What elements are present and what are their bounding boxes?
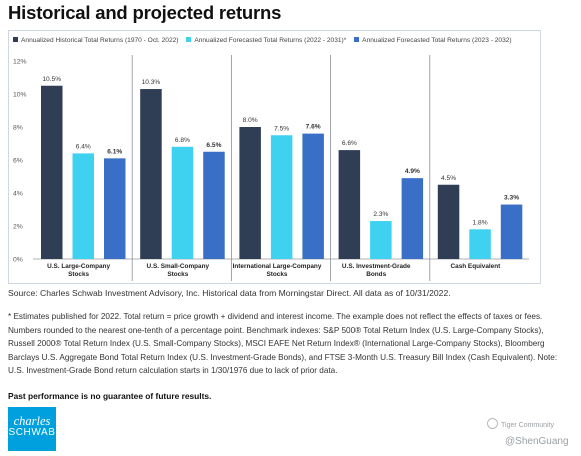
y-tick-label: 4% [13,191,23,198]
bar-value-label: 6.8% [175,137,190,144]
bar [140,89,162,259]
disclaimer: Past performance is no guarantee of futu… [8,391,212,401]
bar-value-label: 4.9% [405,168,420,175]
footnote: * Estimates published for 2022. Total re… [8,312,558,375]
bar [469,229,491,259]
bar [41,85,63,259]
bar [72,153,94,259]
y-tick-label: 10% [13,92,27,99]
bar [171,146,194,259]
category-label: Stocks [68,271,89,278]
watermark-community-text: Tiger Community [501,422,555,429]
bar [270,135,293,259]
legend-label: Annualized Forecasted Total Returns (202… [194,37,347,44]
logo-line-2: SCHWAB [8,427,56,438]
y-tick-label: 8% [13,125,23,132]
bar-value-label: 8.0% [243,117,258,124]
y-tick-label: 0% [13,257,23,264]
legend-swatch [354,37,360,42]
category-label: U.S. Small-Company [147,263,210,270]
bar [500,204,523,259]
bar-value-label: 10.5% [42,76,61,83]
legend-item-forecast-2023: Annualized Forecasted Total Returns (202… [354,37,512,44]
bar-value-label: 7.5% [274,125,289,132]
logo-line-1: charles [13,414,51,428]
category-label: Stocks [267,271,288,278]
bar-value-label: 6.6% [342,140,357,147]
community-icon [487,418,498,429]
bar-value-label: 4.5% [441,175,456,182]
watermark-community: Tiger Community [487,418,554,429]
bar-value-label: 10.3% [142,79,161,86]
bar [437,184,460,259]
legend-label: Annualized Forecasted Total Returns (202… [362,37,512,44]
bar [338,150,361,259]
source-note: Source: Charles Schwab Investment Adviso… [8,288,451,298]
legend-item-historical: Annualized Historical Total Returns (197… [13,37,178,44]
bar-chart: 0% 2% 4% 6% 8% 10% 12% 10.5% 6.4% 6.1% U.S. Large-… [13,55,529,281]
watermark-handle: @ShenGuang [505,436,569,447]
legend-item-forecast-2022: Annualized Forecasted Total Returns (202… [186,37,346,44]
bar [104,158,126,259]
category-label: Cash Equivalent [451,263,502,270]
y-tick-label: 12% [13,59,27,66]
y-tick-label: 6% [13,158,23,165]
bar-value-label: 3.3% [504,195,519,202]
bar [302,133,324,259]
bar-value-label: 6.4% [76,143,91,150]
bar-value-label: 2.3% [373,211,388,218]
legend-swatch [186,37,192,42]
category-label: U.S. Large-Company [47,263,110,270]
bar-value-label: 6.5% [206,142,221,149]
bar [370,221,392,259]
bar [401,178,424,259]
category-label: Stocks [167,271,188,278]
legend-label: Annualized Historical Total Returns (197… [21,37,179,44]
schwab-logo: charles SCHWAB [8,407,56,451]
bar-value-label: 7.6% [306,124,321,131]
bar [203,151,225,259]
legend-swatch [13,37,18,42]
category-label: International Large-Company [233,263,322,270]
chart-legend: Annualized Historical Total Returns (197… [13,37,518,44]
chart-container: Annualized Historical Total Returns (197… [8,30,541,284]
page-title: Historical and projected returns [8,2,282,23]
bar [239,127,261,259]
bar-value-label: 1.8% [473,219,488,226]
category-label: Bonds [366,271,386,278]
bar-value-label: 6.1% [107,148,122,155]
y-tick-label: 2% [13,224,23,231]
category-label: U.S. Investment-Grade [342,263,411,270]
